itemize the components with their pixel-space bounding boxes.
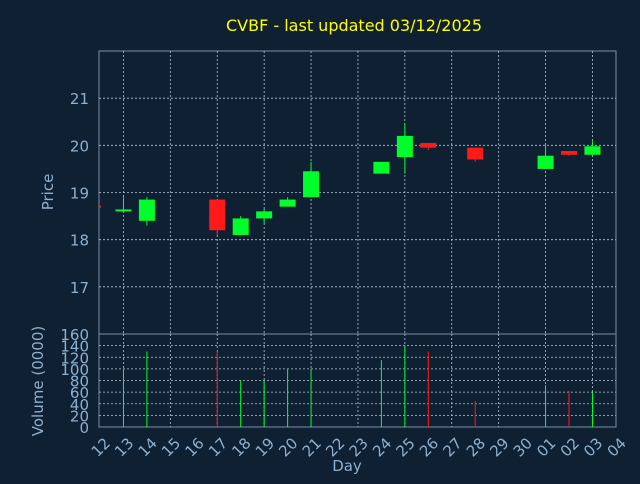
volume-y-tick-label: 120 [60, 349, 89, 367]
volume-y-axis-label: Volume (0000) [29, 326, 47, 436]
volume-y-tick-label: 0 [79, 419, 89, 437]
x-tick-label: 15 [158, 434, 184, 460]
price-y-tick-label: 18 [70, 232, 89, 250]
candles [99, 124, 601, 235]
volume-y-tick-label: 60 [70, 384, 89, 402]
candle-body [467, 147, 484, 160]
volume-bars [122, 345, 593, 427]
candle-body [420, 142, 437, 148]
x-tick-label: 25 [393, 434, 419, 460]
candle-body [303, 171, 320, 198]
candle-body [279, 199, 296, 207]
volume-y-tick-label: 80 [70, 373, 89, 391]
x-tick-label: 29 [486, 434, 512, 460]
volume-y-tick-label: 160 [60, 326, 89, 344]
x-tick-label: 20 [275, 434, 301, 460]
x-tick-label: 27 [439, 434, 465, 460]
chart-title: CVBF - last updated 03/12/2025 [226, 16, 482, 35]
price-y-axis-label: Price [39, 174, 57, 211]
volume-y-tick-label: 100 [60, 361, 89, 379]
x-tick-label: 30 [510, 434, 536, 460]
price-grid [99, 51, 616, 334]
x-tick-label: 28 [463, 434, 489, 460]
price-y-ticks: 17 18 19 20 21 [70, 90, 89, 297]
candle-body [561, 150, 577, 155]
candle-body [373, 161, 390, 174]
candle-body [537, 155, 554, 169]
x-tick-label: 03 [580, 434, 606, 460]
x-tick-label: 02 [557, 434, 583, 460]
price-y-tick-label: 19 [70, 185, 89, 203]
x-tick-label: 24 [369, 434, 395, 460]
x-axis-label: Day [332, 457, 362, 475]
price-y-tick-label: 17 [70, 279, 89, 297]
x-tick-label: 13 [111, 434, 137, 460]
candle-body [584, 146, 601, 155]
x-tick-label: 19 [252, 434, 278, 460]
x-tick-label: 04 [604, 434, 630, 460]
candle-body [138, 199, 155, 221]
x-tick-label: 14 [135, 434, 161, 460]
x-tick-label: 12 [88, 434, 114, 460]
x-tick-label: 26 [416, 434, 442, 460]
volume-y-tick-label: 140 [60, 338, 89, 356]
candle-body [209, 199, 226, 231]
candle-body [396, 135, 413, 158]
x-tick-label: 17 [205, 434, 231, 460]
volume-grid [99, 334, 616, 427]
price-y-tick-label: 20 [70, 137, 89, 155]
candle-body [232, 218, 249, 235]
x-tick-label: 18 [228, 434, 254, 460]
price-y-tick-label: 21 [70, 90, 89, 108]
x-tick-label: 16 [181, 434, 207, 460]
volume-y-tick-label: 40 [70, 396, 89, 414]
candle-body [99, 205, 101, 208]
x-tick-label: 01 [533, 434, 559, 460]
candle-body [115, 209, 132, 212]
x-tick-label: 21 [299, 434, 325, 460]
candle-body [256, 211, 273, 219]
volume-y-tick-label: 20 [70, 407, 89, 425]
